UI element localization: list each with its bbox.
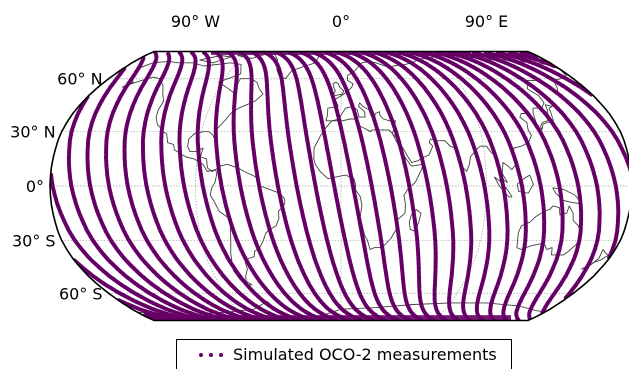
measurement-track [177, 51, 290, 321]
longitude-label: 0° [332, 12, 350, 31]
measurement-track [66, 51, 594, 321]
measurement-track [373, 51, 474, 321]
latitude-label: 60° N [57, 70, 102, 89]
measurement-track [300, 51, 399, 321]
measurement-track [50, 51, 629, 321]
legend-dot [219, 352, 223, 357]
measurement-track [72, 51, 621, 321]
measurement-track [251, 51, 351, 321]
legend-dot [209, 352, 213, 357]
measurement-track [275, 51, 375, 321]
measurement-track [195, 51, 302, 321]
measurement-track [140, 51, 266, 321]
legend-label: Simulated OCO-2 measurements [233, 345, 497, 364]
longitude-label: 90° E [465, 12, 509, 31]
measurement-track [287, 51, 387, 321]
coastline [540, 104, 554, 131]
measurement-track [422, 51, 547, 321]
graticule-labels: 90° W 0° 90° E 60° N 30° N 0° 30° S 60° S [10, 12, 508, 303]
measurement-tracks [50, 51, 629, 321]
map-outline [49, 50, 629, 322]
latitude-label: 60° S [59, 284, 103, 303]
measurement-track [312, 51, 411, 321]
measurement-track [361, 51, 460, 321]
measurement-track [336, 51, 436, 321]
polar-track-band [211, 51, 471, 55]
coastline [121, 60, 264, 172]
latitude-label: 30° N [10, 123, 55, 142]
legend-marker [199, 352, 223, 357]
latitude-label: 0° [26, 177, 44, 196]
measurement-track [263, 51, 363, 321]
coastline [580, 249, 610, 270]
measurement-track [348, 51, 448, 321]
polar-track-band [151, 315, 511, 321]
legend-dot [199, 352, 203, 357]
measurement-track [213, 51, 314, 321]
coastline [332, 81, 345, 97]
latitude-label: 30° S [12, 231, 56, 250]
measurement-track [434, 51, 565, 321]
measurement-track [226, 51, 326, 321]
measurement-track [410, 51, 528, 321]
measurement-track [385, 51, 492, 321]
coastline [516, 174, 534, 194]
measurement-track [238, 51, 339, 321]
measurement-track [159, 51, 278, 321]
coastline [552, 187, 583, 205]
longitude-label: 90° W [171, 12, 220, 31]
measurement-track [397, 51, 510, 321]
legend: Simulated OCO-2 measurements [176, 339, 512, 369]
measurement-track [122, 51, 253, 321]
meridian-line [195, 51, 248, 321]
measurement-track [324, 51, 424, 321]
measurement-track [85, 51, 556, 321]
